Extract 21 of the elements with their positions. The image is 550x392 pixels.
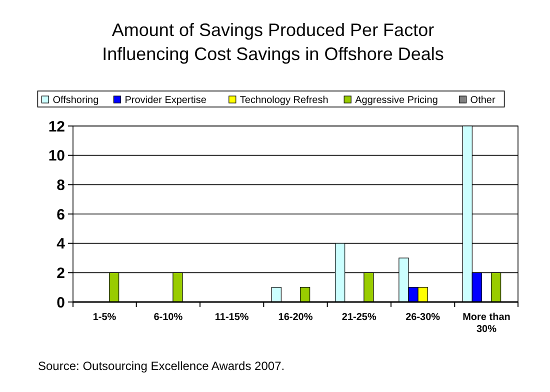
chart-title: Amount of Savings Produced Per Factor Influencing Cost Savings in Offshore Deals bbox=[102, 20, 444, 64]
legend-label: Provider Expertise bbox=[124, 95, 207, 106]
x-tick-label: 26-30% bbox=[406, 312, 440, 323]
legend-label: Other bbox=[470, 95, 496, 106]
y-tick-label: 10 bbox=[48, 148, 65, 165]
legend-label: Aggressive Pricing bbox=[355, 95, 438, 106]
y-tick-label: 0 bbox=[56, 294, 65, 312]
x-tick-label: 11-15% bbox=[214, 312, 249, 323]
x-tick-label: More than 30% bbox=[462, 312, 510, 335]
y-tick-label: 6 bbox=[56, 206, 65, 224]
y-tick-label: 2 bbox=[56, 264, 65, 282]
x-tick-label: 16-20% bbox=[278, 312, 313, 323]
source-note: Source: Outsourcing Excellence Awards 2007. bbox=[38, 359, 285, 373]
x-tick-label: 1-5% bbox=[92, 312, 116, 323]
y-tick-label: 4 bbox=[56, 236, 66, 253]
x-tick-label: 6-10% bbox=[154, 312, 183, 323]
y-tick-label: 8 bbox=[56, 176, 65, 194]
legend-label: Offshoring bbox=[52, 95, 99, 106]
legend-label: Technology Refresh bbox=[240, 95, 328, 106]
y-tick-label: 12 bbox=[48, 118, 65, 136]
x-tick-label: 21-25% bbox=[342, 312, 377, 323]
